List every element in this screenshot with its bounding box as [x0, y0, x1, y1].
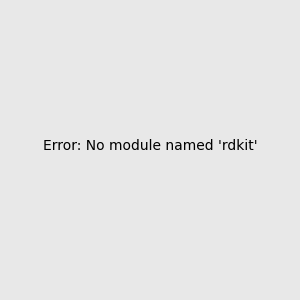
- Text: Error: No module named 'rdkit': Error: No module named 'rdkit': [43, 139, 257, 153]
